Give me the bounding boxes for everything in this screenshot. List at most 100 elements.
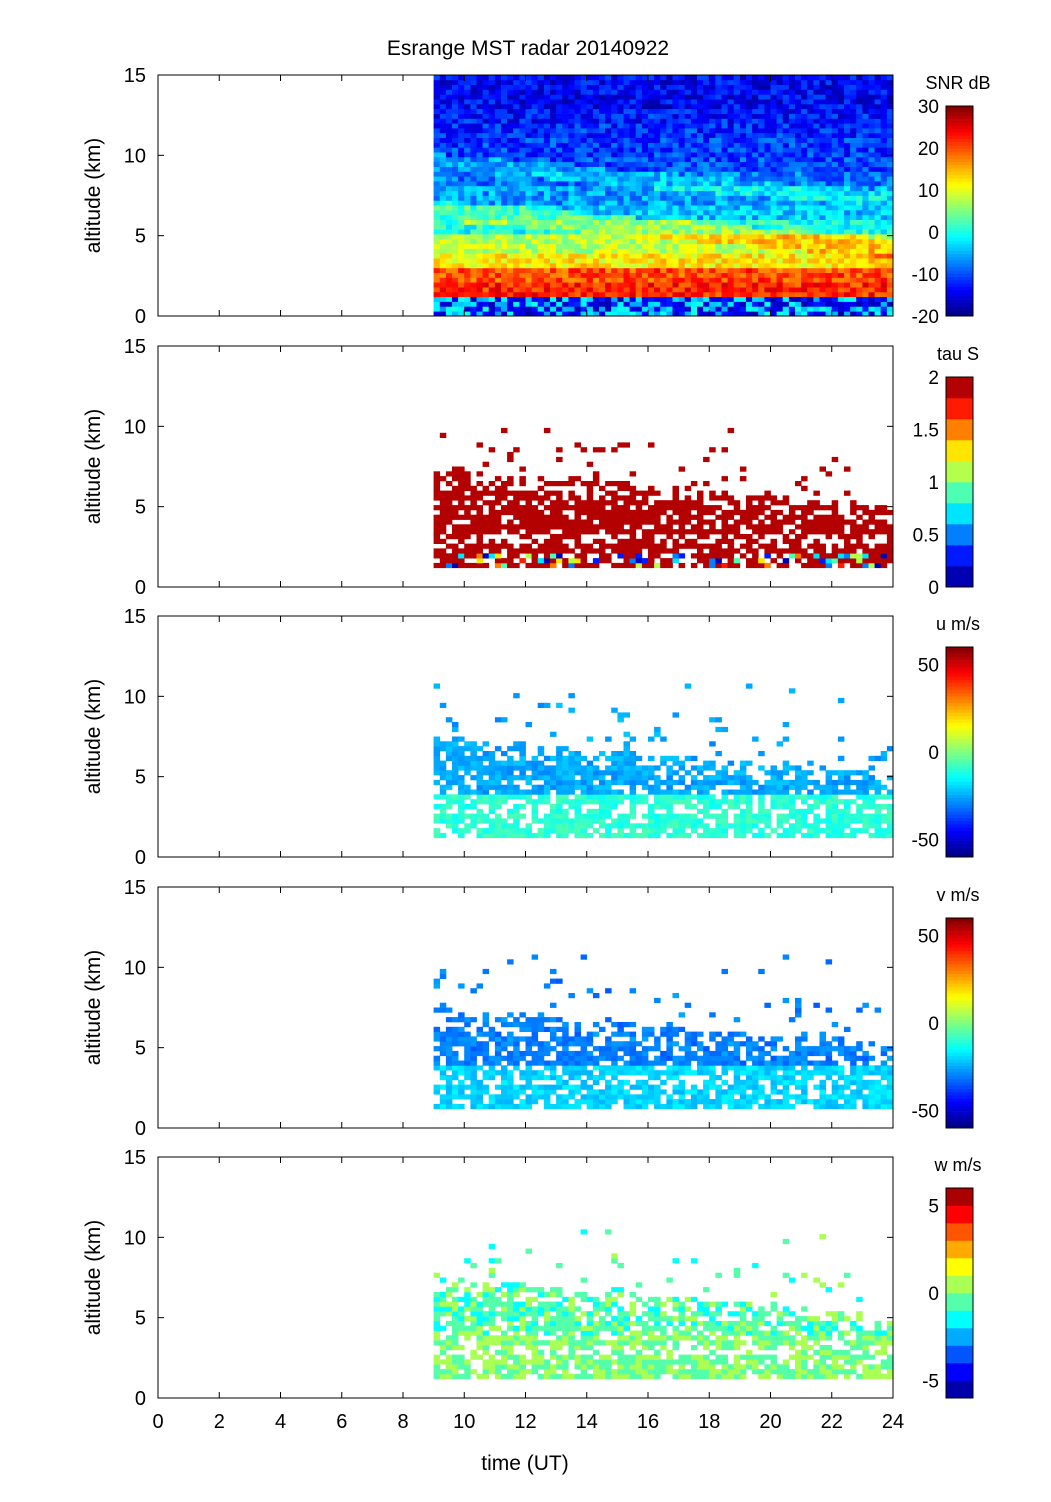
heatmap-cell <box>660 89 667 95</box>
heatmap-cell <box>666 214 673 220</box>
heatmap-cell <box>623 147 630 153</box>
heatmap-cell <box>458 75 465 81</box>
heatmap-cell <box>501 156 508 163</box>
heatmap-cell <box>568 263 575 269</box>
heatmap-cell <box>531 181 539 187</box>
heatmap-cell <box>488 190 496 196</box>
heatmap-cell <box>470 746 477 752</box>
heatmap-cell <box>703 103 710 110</box>
heatmap-cell <box>519 210 526 216</box>
heatmap-cell <box>586 301 594 307</box>
heatmap-cell <box>690 132 698 138</box>
heatmap-cell <box>703 171 710 177</box>
heatmap-cell <box>611 562 618 569</box>
heatmap-cell <box>476 277 483 283</box>
heatmap-cell <box>629 142 637 148</box>
heatmap-cell <box>690 263 698 269</box>
heatmap-cell <box>709 238 716 245</box>
heatmap-cell <box>672 277 679 283</box>
heatmap-cell <box>586 291 594 298</box>
heatmap-cell <box>617 108 624 114</box>
heatmap-cell <box>550 171 557 177</box>
heatmap-cell <box>856 248 863 254</box>
heatmap-cell <box>452 263 459 269</box>
heatmap-cell <box>592 481 600 487</box>
heatmap-cell <box>611 291 618 298</box>
heatmap-cell <box>801 485 808 491</box>
heatmap-cell <box>513 132 520 138</box>
heatmap-cell <box>715 171 722 177</box>
heatmap-cell <box>697 132 704 138</box>
heatmap-cell <box>568 185 575 192</box>
heatmap-cell <box>831 291 839 298</box>
heatmap-cell <box>770 529 777 535</box>
heatmap-cell <box>648 253 655 259</box>
heatmap-cell <box>439 306 447 312</box>
heatmap-cell <box>476 161 483 167</box>
heatmap-cell <box>599 538 606 544</box>
heatmap-cell <box>525 500 532 506</box>
heatmap-cell <box>678 466 686 472</box>
heatmap-cell <box>678 509 686 516</box>
heatmap-cell <box>831 248 839 254</box>
heatmap-cell <box>715 238 722 245</box>
heatmap-cell <box>562 481 569 487</box>
heatmap-cell <box>605 514 612 520</box>
heatmap-cell <box>439 75 447 81</box>
heatmap-cell <box>862 205 869 211</box>
heatmap-cell <box>752 287 759 293</box>
heatmap-cell <box>672 529 679 535</box>
heatmap-cell <box>641 306 649 312</box>
heatmap-cell <box>458 534 465 540</box>
heatmap-cell <box>703 224 710 230</box>
heatmap-cell <box>678 84 686 90</box>
heatmap-cell <box>494 147 502 153</box>
heatmap-cell <box>562 272 569 278</box>
heatmap-cell <box>795 538 802 544</box>
heatmap-cell <box>764 79 771 85</box>
heatmap-cell <box>562 267 569 273</box>
heatmap-cell <box>562 543 569 549</box>
heatmap-cell <box>531 132 539 138</box>
heatmap-cell <box>586 263 594 269</box>
heatmap-cell <box>439 224 447 230</box>
heatmap-cell <box>782 113 790 119</box>
heatmap-cell <box>531 258 539 264</box>
heatmap-cell <box>458 558 465 564</box>
heatmap-cell <box>464 128 471 134</box>
heatmap-cell <box>733 267 741 273</box>
heatmap-cell <box>611 229 618 235</box>
heatmap-cell <box>568 272 575 278</box>
heatmap-cell <box>556 481 563 487</box>
heatmap-cell <box>452 524 459 530</box>
heatmap-cell <box>599 113 606 119</box>
heatmap-cell <box>758 214 765 220</box>
heatmap-cell <box>494 84 502 90</box>
heatmap-cell <box>439 84 447 90</box>
heatmap-cell <box>752 553 759 559</box>
heatmap-cell <box>684 152 692 158</box>
heatmap-cell <box>574 534 581 540</box>
heatmap-cell <box>550 181 557 187</box>
heatmap-cell <box>580 113 588 119</box>
heatmap-cell <box>678 210 686 216</box>
heatmap-cell <box>868 243 875 249</box>
heatmap-cell <box>831 118 839 124</box>
heatmap-cell <box>795 181 802 187</box>
heatmap-cell <box>617 442 624 448</box>
heatmap-cell <box>568 181 575 187</box>
heatmap-cell <box>690 243 698 249</box>
heatmap-cell <box>697 272 704 278</box>
heatmap-cell <box>605 238 612 245</box>
heatmap-cell <box>697 205 704 211</box>
heatmap-cell <box>562 500 569 506</box>
heatmap-cell <box>494 543 502 549</box>
heatmap-cell <box>886 75 894 81</box>
heatmap-cell <box>519 505 526 511</box>
heatmap-cell <box>458 760 465 766</box>
heatmap-cell <box>519 171 526 177</box>
heatmap-cell <box>476 137 483 143</box>
heatmap-cell <box>537 277 545 283</box>
heatmap-cell <box>513 500 520 506</box>
heatmap-cell <box>476 79 483 85</box>
